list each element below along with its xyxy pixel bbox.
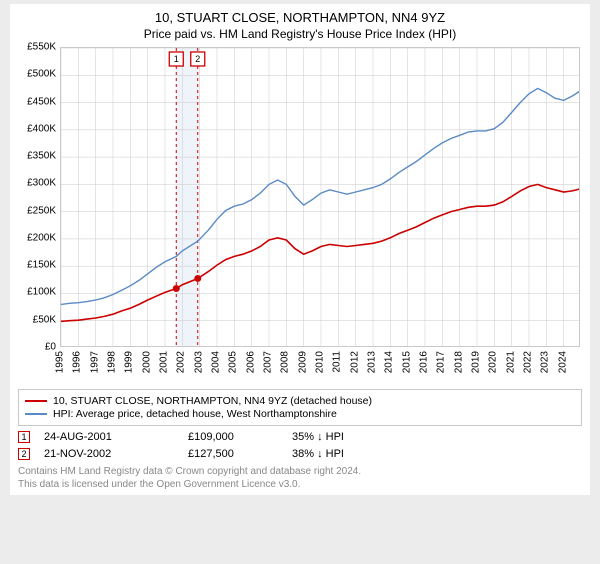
y-tick-label: £150K	[27, 260, 56, 271]
x-tick-label: 2004	[211, 351, 222, 373]
y-tick-label: £450K	[27, 96, 56, 107]
x-tick-label: 2002	[176, 351, 187, 373]
sale-price: £127,500	[188, 448, 288, 460]
x-tick-label: 2018	[453, 351, 464, 373]
credits-line-1: Contains HM Land Registry data © Crown c…	[18, 465, 582, 478]
x-tick-label: 1995	[55, 351, 66, 373]
x-axis: 1995199619971998199920002001200220032004…	[60, 347, 580, 385]
x-tick-label: 2005	[228, 351, 239, 373]
x-tick-label: 1997	[89, 351, 100, 373]
credits: Contains HM Land Registry data © Crown c…	[18, 465, 582, 491]
svg-text:1: 1	[174, 54, 179, 64]
x-tick-label: 2003	[193, 351, 204, 373]
x-tick-label: 2015	[401, 351, 412, 373]
x-tick-label: 1999	[124, 351, 135, 373]
sale-marker: 2	[18, 448, 30, 460]
x-tick-label: 2013	[367, 351, 378, 373]
y-tick-label: £50K	[33, 314, 56, 325]
x-tick-label: 2021	[505, 351, 516, 373]
x-tick-label: 2009	[297, 351, 308, 373]
x-tick-label: 2014	[384, 351, 395, 373]
x-tick-label: 2006	[245, 351, 256, 373]
x-tick-label: 1996	[72, 351, 83, 373]
y-tick-label: £200K	[27, 232, 56, 243]
sales-list: 1 24-AUG-2001 £109,000 35% ↓ HPI 2 21-NOV-200…	[18, 431, 582, 460]
legend-item: 10, STUART CLOSE, NORTHAMPTON, NN4 9YZ (…	[25, 395, 575, 407]
y-tick-label: £250K	[27, 205, 56, 216]
x-tick-label: 2019	[471, 351, 482, 373]
y-tick-label: £350K	[27, 151, 56, 162]
y-tick-label: £100K	[27, 287, 56, 298]
sale-row: 1 24-AUG-2001 £109,000 35% ↓ HPI	[18, 431, 582, 443]
x-tick-label: 2000	[141, 351, 152, 373]
x-tick-label: 2007	[263, 351, 274, 373]
x-tick-label: 2016	[419, 351, 430, 373]
y-tick-label: £400K	[27, 123, 56, 134]
x-tick-label: 2020	[488, 351, 499, 373]
legend-label: 10, STUART CLOSE, NORTHAMPTON, NN4 9YZ (…	[53, 395, 372, 407]
x-tick-label: 2011	[332, 351, 343, 373]
sale-price: £109,000	[188, 431, 288, 443]
y-tick-label: £550K	[27, 42, 56, 53]
legend-swatch	[25, 413, 47, 415]
legend-item: HPI: Average price, detached house, West…	[25, 408, 575, 420]
x-tick-label: 2023	[540, 351, 551, 373]
sale-delta: 35% ↓ HPI	[292, 431, 412, 443]
x-tick-label: 2010	[315, 351, 326, 373]
x-tick-label: 2022	[523, 351, 534, 373]
x-tick-label: 2008	[280, 351, 291, 373]
chart-subtitle: Price paid vs. HM Land Registry's House …	[18, 27, 582, 41]
sale-row: 2 21-NOV-2002 £127,500 38% ↓ HPI	[18, 448, 582, 460]
x-tick-label: 1998	[107, 351, 118, 373]
y-tick-label: £300K	[27, 178, 56, 189]
legend-swatch	[25, 400, 47, 402]
sale-date: 21-NOV-2002	[44, 448, 184, 460]
y-tick-label: £500K	[27, 69, 56, 80]
plot-svg: 12	[61, 48, 580, 347]
legend: 10, STUART CLOSE, NORTHAMPTON, NN4 9YZ (…	[18, 389, 582, 426]
x-tick-label: 2001	[159, 351, 170, 373]
legend-label: HPI: Average price, detached house, West…	[53, 408, 337, 420]
x-tick-label: 2024	[557, 351, 568, 373]
sale-date: 24-AUG-2001	[44, 431, 184, 443]
x-tick-label: 2017	[436, 351, 447, 373]
svg-text:2: 2	[195, 54, 200, 64]
chart-card: 10, STUART CLOSE, NORTHAMPTON, NN4 9YZ P…	[10, 4, 590, 495]
chart-title: 10, STUART CLOSE, NORTHAMPTON, NN4 9YZ	[18, 10, 582, 25]
sale-delta: 38% ↓ HPI	[292, 448, 412, 460]
y-axis: £0£50K£100K£150K£200K£250K£300K£350K£400…	[18, 47, 60, 347]
x-tick-label: 2012	[349, 351, 360, 373]
sale-marker: 1	[18, 431, 30, 443]
chart-area: £0£50K£100K£150K£200K£250K£300K£350K£400…	[18, 47, 580, 385]
plot-region: 12	[60, 47, 580, 347]
credits-line-2: This data is licensed under the Open Gov…	[18, 478, 582, 491]
